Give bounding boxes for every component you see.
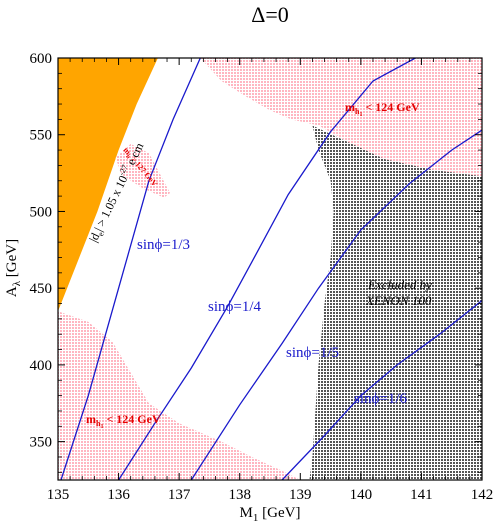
region-edm-excluded — [58, 58, 158, 312]
mh-bottom-label: mh1 < 124 GeV — [86, 412, 161, 430]
region-xenon-excluded — [309, 125, 482, 480]
x-axis-label: M1 [GeV] — [240, 505, 301, 524]
x-tick-label: 140 — [350, 487, 373, 503]
x-tick-label: 139 — [289, 487, 312, 503]
xenon-label-line1: Excluded by — [367, 277, 432, 292]
plot-frame — [57, 57, 483, 481]
xenon-label-line2: XENON 100 — [365, 293, 432, 308]
series-label-sin13: sinϕ=1/3 — [137, 237, 190, 253]
x-tick-label: 135 — [47, 487, 70, 503]
x-tick-label: 136 — [107, 487, 130, 503]
series-line-4 — [118, 58, 416, 480]
y-axis-label: Aλ [GeV] — [4, 239, 23, 297]
y-tick-label: 550 — [30, 128, 53, 144]
chart-title: Δ=0 — [251, 2, 289, 27]
series-line-6 — [281, 299, 482, 480]
series-label-sin14: sinϕ=1/4 — [208, 299, 262, 315]
mh-top-label: mh1 < 124 GeV — [345, 100, 420, 118]
y-tick-label: 600 — [30, 51, 53, 67]
region-mh-top-right — [200, 58, 482, 177]
series-line-3 — [60, 58, 201, 480]
region-mh-upper-left — [58, 311, 301, 480]
y-tick-label: 450 — [30, 281, 53, 297]
y-tick-label: 350 — [30, 435, 53, 451]
x-tick-label: 137 — [168, 487, 191, 503]
y-ticks: 350 400 450 500 550 600 — [30, 51, 482, 473]
x-ticks: 135 136 137 138 139 140 141 142 — [47, 58, 494, 503]
region-mh-127-island — [115, 143, 171, 198]
series-label-sin15: sinϕ=1/5 — [286, 345, 339, 361]
regions-layer — [58, 58, 482, 480]
x-tick-label: 138 — [228, 487, 251, 503]
curves-layer — [60, 58, 482, 480]
x-tick-label: 141 — [410, 487, 433, 503]
y-tick-label: 400 — [30, 358, 53, 374]
x-tick-label: 142 — [471, 487, 494, 503]
y-tick-label: 500 — [30, 204, 53, 220]
series-label-sin16: sinϕ=1/6 — [354, 391, 408, 407]
series-line-5 — [190, 129, 482, 480]
